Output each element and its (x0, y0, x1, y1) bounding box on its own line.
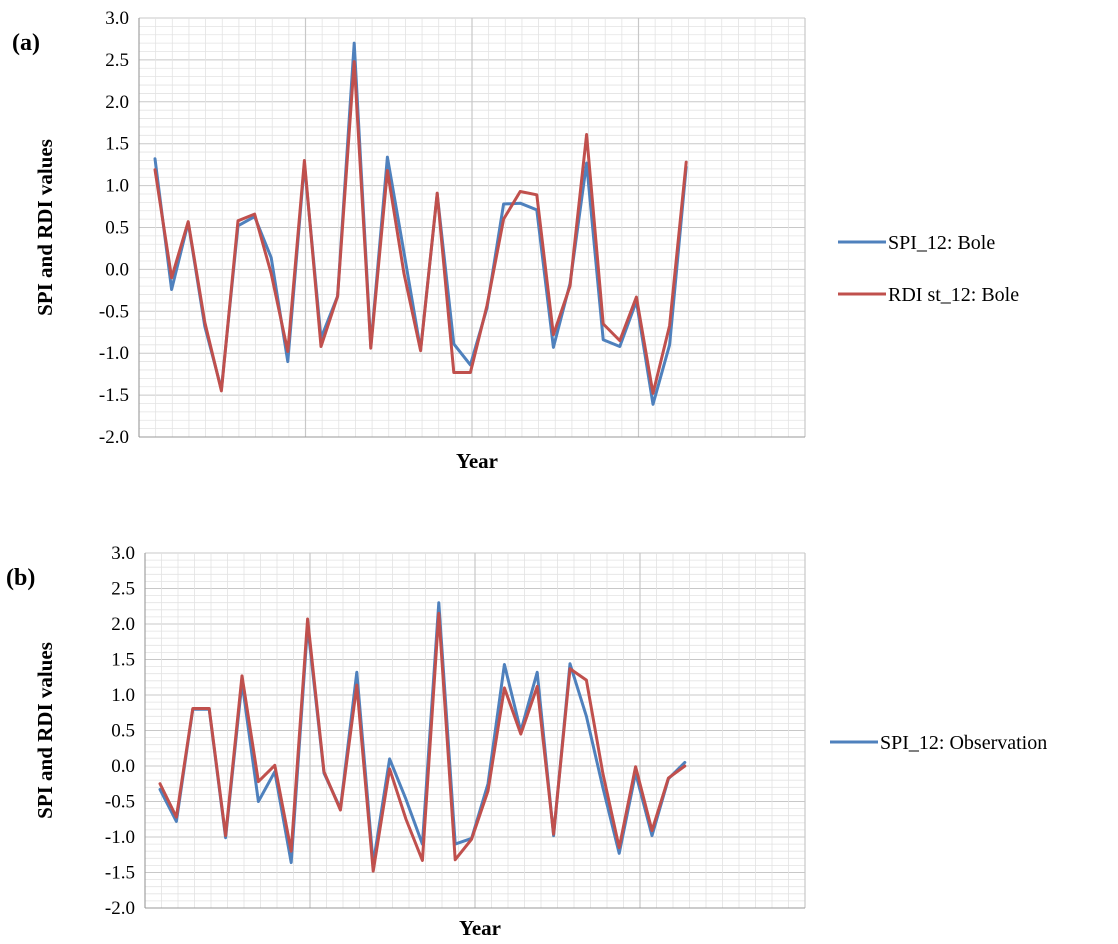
y-tick-label: 1.5 (105, 134, 129, 155)
y-tick-label: -2.0 (99, 427, 129, 448)
series-line-rdi (153, 60, 688, 395)
y-tick-label: -1.5 (105, 863, 135, 884)
y-tick-label: 3.0 (111, 543, 135, 564)
y-tick-label: 2.5 (105, 50, 129, 71)
y-tick-label: 0.5 (111, 721, 135, 742)
x-axis-title: Year (456, 449, 498, 473)
chart-panel-a: 3.0 2.5 2.0 1.5 1.0 0.5 0.0 -0.5 -1.0 -1.5 -2.0 SPI… (12, 8, 1019, 473)
y-tick-label: 1.0 (105, 176, 129, 197)
y-tick-label: -0.5 (105, 792, 135, 813)
y-tick-label: 1.0 (111, 685, 135, 706)
legend-label: SPI_12: Bole (888, 232, 995, 254)
y-tick-label: 2.0 (105, 92, 129, 113)
y-tick-label: 0.5 (105, 218, 129, 239)
y-tick-label: 2.0 (111, 614, 135, 635)
y-tick-label: 2.5 (111, 579, 135, 600)
legend-label: RDI st_12: Bole (888, 284, 1019, 306)
y-tick-label: -2.0 (105, 898, 135, 919)
panel-label: (b) (6, 565, 35, 591)
chart-panel-b: 3.0 2.5 2.0 1.5 1.0 0.5 0.0 -0.5 -1.0 -1.5 -2.0 SPI… (6, 543, 1047, 940)
y-tick-label: 0.0 (111, 756, 135, 777)
panel-label: (a) (12, 30, 40, 56)
y-axis-title: SPI and RDI values (33, 642, 57, 819)
legend-label: SPI_12: Observation (880, 732, 1047, 754)
y-axis-title: SPI and RDI values (33, 139, 57, 316)
x-axis-title: Year (459, 916, 501, 940)
y-tick-label: 1.5 (111, 650, 135, 671)
y-tick-label: -1.0 (99, 343, 129, 364)
y-tick-label: 3.0 (105, 8, 129, 29)
y-tick-label: -1.0 (105, 827, 135, 848)
y-tick-label: 0.0 (105, 259, 129, 280)
y-tick-label: -0.5 (99, 301, 129, 322)
y-tick-label: -1.5 (99, 385, 129, 406)
series-line-rdi (158, 611, 687, 873)
